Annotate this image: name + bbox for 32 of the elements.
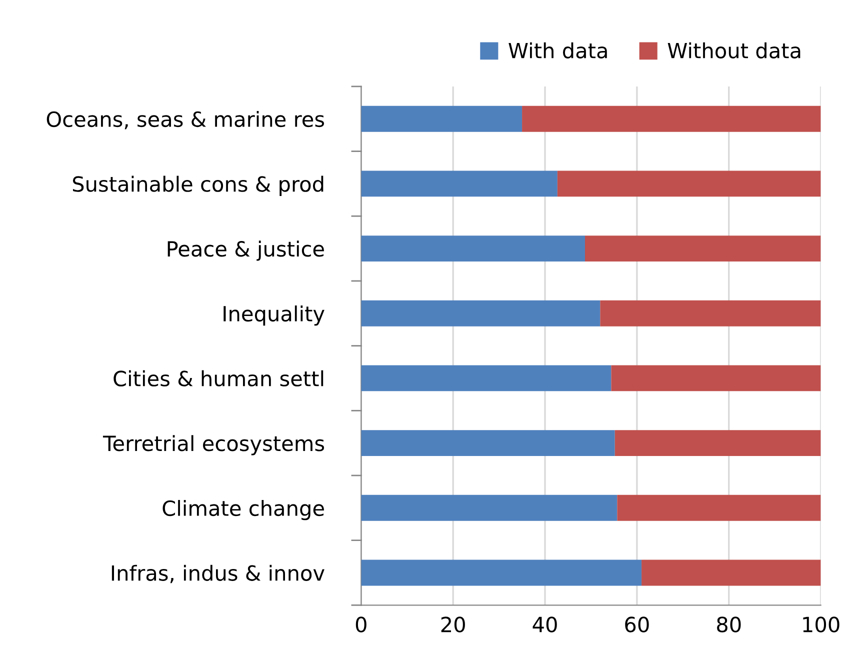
bar — [611, 365, 821, 392]
legend-label: With data — [508, 42, 607, 58]
x-tick-label: 100 — [803, 616, 840, 632]
bar — [361, 106, 522, 132]
y-tick-label: Climate change — [162, 500, 324, 520]
bar — [361, 430, 615, 456]
legend-label: Without data — [668, 42, 800, 58]
y-tick-label: Inequality — [224, 305, 324, 326]
y-tick-label: Cities & human settl — [114, 370, 324, 386]
x-tick-label: 20 — [441, 616, 465, 632]
bar — [642, 560, 821, 586]
bar — [361, 494, 618, 521]
bar — [361, 365, 612, 392]
x-tick-label: 60 — [625, 616, 649, 632]
y-tick-label: Peace & justice — [168, 240, 324, 261]
bar — [557, 170, 821, 197]
x-tick-label: 0 — [356, 616, 366, 632]
bar — [361, 560, 642, 586]
bar — [585, 236, 821, 262]
bar — [600, 300, 821, 326]
y-tick-label: Terretrial ecosystems — [102, 435, 324, 456]
y-tick-label: Infras, indus & innov — [112, 564, 324, 584]
bar — [522, 106, 821, 132]
x-tick-label: 80 — [717, 616, 741, 632]
bar — [361, 236, 585, 262]
bar — [614, 430, 821, 456]
bar — [361, 170, 558, 197]
y-tick-label: Sustainable cons & prod — [72, 176, 324, 196]
y-tick-label: Oceans, seas & marine res — [46, 110, 324, 130]
bar — [361, 300, 600, 326]
bar — [617, 494, 821, 521]
x-tick-label: 40 — [532, 616, 557, 632]
